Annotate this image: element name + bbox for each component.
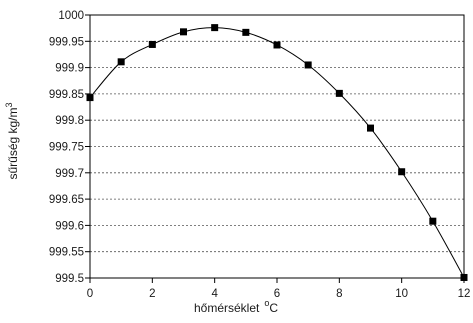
- x-tick-label-5: 10: [395, 288, 408, 300]
- x-axis-ticks: 0 2 4 6 8 10 12: [87, 278, 471, 300]
- y-axis-title: sűrűség kg/m3: [4, 102, 20, 179]
- x-tick-label-6: 12: [458, 288, 471, 300]
- x-axis-degree-sign: o: [264, 298, 269, 308]
- data-point-10: [398, 168, 406, 176]
- data-point-4: [211, 24, 219, 32]
- series-0-curve: [89, 27, 465, 278]
- y-tick-label-3: 999.65: [49, 194, 84, 206]
- data-point-11: [429, 217, 437, 225]
- y-tick-label-1: 999.55: [49, 247, 84, 259]
- y-tick-label-2: 999.6: [55, 220, 84, 232]
- data-point-6: [273, 41, 281, 49]
- y-tick-label-5: 999.75: [49, 142, 84, 154]
- data-point-5: [242, 28, 250, 36]
- y-tick-label-8: 999.9: [55, 63, 84, 75]
- x-axis-title-text: hőmérséklet: [194, 301, 260, 315]
- data-point-2: [148, 40, 156, 48]
- y-axis-title-text: sűrűség kg/m: [6, 107, 20, 179]
- y-axis-unit-exponent: 3: [4, 102, 14, 107]
- data-point-7: [304, 61, 312, 69]
- y-tick-label-0: 999.5: [55, 273, 84, 285]
- data-point-3: [180, 28, 187, 36]
- grid-lines: [90, 40, 464, 253]
- data-point-12: [460, 273, 468, 281]
- data-point-0: [86, 94, 94, 102]
- y-tick-label-9: 999.95: [49, 36, 84, 48]
- y-tick-label-4: 999.7: [55, 168, 84, 180]
- x-axis-title: hőmérséklet oC: [194, 298, 278, 315]
- x-tick-label-4: 8: [336, 288, 342, 300]
- y-tick-label-6: 999.8: [55, 115, 84, 127]
- x-axis-unit: C: [269, 301, 278, 315]
- data-point-1: [117, 58, 125, 66]
- x-tick-label-2: 4: [211, 288, 218, 300]
- data-markers: [86, 24, 468, 281]
- y-tick-label-7: 999.85: [49, 89, 84, 101]
- y-tick-label-10: 1000: [58, 10, 84, 22]
- data-point-9: [367, 124, 374, 132]
- series-line: [89, 27, 465, 278]
- y-axis-ticks: 999.5 999.55 999.6 999.65 999.7 999.75 999.8 99…: [49, 10, 90, 285]
- data-point-8: [335, 89, 343, 97]
- x-tick-label-0: 0: [87, 288, 93, 300]
- x-tick-label-1: 2: [149, 288, 155, 300]
- x-tick-label-3: 6: [274, 288, 280, 300]
